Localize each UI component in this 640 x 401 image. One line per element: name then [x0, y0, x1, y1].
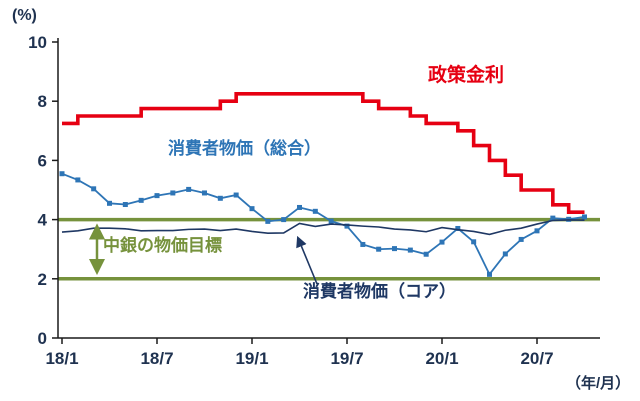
svg-text:6: 6	[38, 151, 47, 170]
target-band-label: 中銀の物価目標	[103, 236, 222, 255]
x-axis-unit-label: （年/月）	[566, 375, 631, 392]
svg-text:19/1: 19/1	[235, 349, 268, 368]
svg-text:2: 2	[38, 270, 47, 289]
cpi-headline-series-label: 消費者物価（総合）	[168, 139, 321, 158]
svg-text:8: 8	[38, 92, 47, 111]
svg-text:20/1: 20/1	[425, 349, 458, 368]
cpi-core-series-label: 消費者物価（コア）	[303, 282, 456, 301]
y-axis-unit-label: (%)	[12, 7, 37, 24]
svg-text:19/7: 19/7	[330, 349, 363, 368]
svg-text:18/7: 18/7	[140, 349, 173, 368]
svg-text:0: 0	[38, 329, 47, 348]
policy-rate-series-label: 政策金利	[428, 65, 505, 86]
svg-text:4: 4	[38, 211, 48, 230]
svg-text:10: 10	[28, 33, 47, 52]
svg-text:18/1: 18/1	[45, 349, 78, 368]
svg-text:20/7: 20/7	[520, 349, 553, 368]
